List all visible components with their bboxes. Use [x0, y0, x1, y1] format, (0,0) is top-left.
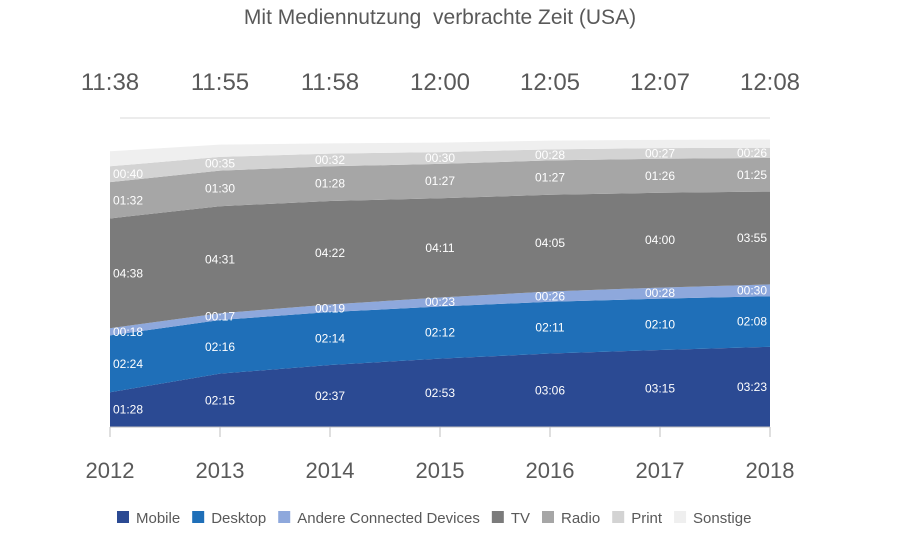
data-label: 04:31: [205, 253, 235, 267]
data-label: 01:27: [535, 171, 565, 185]
legend-label: Andere Connected Devices: [297, 510, 480, 527]
total-label: 12:07: [630, 69, 690, 96]
data-label: 00:17: [205, 310, 235, 324]
data-label: 02:10: [645, 317, 675, 331]
x-tick-label: 2012: [86, 458, 135, 483]
data-label: 04:38: [113, 266, 143, 280]
x-tick-label: 2018: [746, 458, 795, 483]
legend-swatch: [117, 511, 129, 523]
legend-label: Sonstige: [693, 510, 751, 527]
x-tick-label: 2015: [416, 458, 465, 483]
legend-label: TV: [511, 510, 530, 527]
data-label: 00:19: [315, 301, 345, 315]
data-label: 04:11: [425, 241, 454, 255]
data-label: 00:30: [425, 151, 455, 165]
legend-swatch: [491, 511, 504, 523]
total-label: 12:00: [410, 69, 470, 96]
legend-item: Mobile: [117, 510, 180, 527]
total-label: 11:55: [191, 69, 249, 96]
data-label: 01:27: [425, 174, 455, 188]
data-label: 02:16: [205, 340, 235, 354]
data-label: 04:22: [315, 246, 345, 260]
data-label: 01:28: [113, 403, 143, 417]
data-label: 00:27: [645, 146, 675, 160]
legend-swatch: [674, 511, 687, 523]
data-label: 00:26: [535, 290, 565, 304]
legend-label: Desktop: [211, 510, 266, 527]
data-label: 00:23: [425, 295, 455, 309]
data-label: 01:26: [645, 169, 675, 183]
data-label: 00:26: [737, 146, 767, 160]
data-label: 02:15: [205, 393, 235, 407]
legend-label: Mobile: [136, 510, 180, 527]
area-sonstige: [110, 139, 770, 167]
data-label: 00:28: [535, 148, 565, 162]
data-label: 00:35: [205, 157, 235, 171]
data-label: 02:11: [535, 321, 564, 335]
legend-swatch: [612, 511, 625, 523]
legend-swatch: [278, 511, 291, 523]
data-label: 02:08: [737, 315, 767, 329]
data-label: 03:55: [737, 231, 767, 245]
legend-item: Andere Connected Devices: [278, 510, 480, 527]
legend-item: TV: [491, 510, 530, 527]
data-label: 03:06: [535, 383, 565, 397]
data-label: 00:18: [113, 325, 143, 339]
legend-label: Radio: [561, 510, 600, 527]
x-tick-label: 2014: [306, 458, 355, 483]
legend-swatch: [542, 511, 554, 523]
area-andere-connected-devices: [110, 284, 770, 336]
area-desktop: [110, 296, 770, 393]
data-label: 00:28: [645, 286, 675, 300]
legend-item: Radio: [542, 510, 600, 527]
chart-title: Mit Mediennutzung verbrachte Zeit (USA): [244, 6, 636, 29]
data-label: 01:25: [737, 168, 767, 182]
x-tick-label: 2013: [196, 458, 245, 483]
data-label: 02:53: [425, 386, 455, 400]
total-label: 12:08: [740, 69, 800, 96]
data-label: 01:30: [205, 181, 235, 195]
data-label: 04:00: [645, 233, 675, 247]
total-label: 12:05: [520, 69, 580, 96]
legend-item: Sonstige: [674, 510, 751, 527]
data-label: 03:23: [737, 380, 767, 394]
legend-swatch: [192, 511, 205, 523]
legend-item: Desktop: [192, 510, 266, 527]
area-radio: [110, 158, 770, 219]
data-label: 01:32: [113, 193, 143, 207]
total-label: 11:58: [301, 69, 359, 96]
data-label: 00:30: [737, 283, 767, 297]
data-label: 04:05: [535, 236, 565, 250]
data-label: 02:24: [113, 357, 143, 371]
data-label: 02:12: [425, 326, 455, 340]
legend-label: Print: [631, 510, 663, 527]
area-mobile: [110, 346, 770, 427]
data-label: 02:14: [315, 332, 345, 346]
data-label: 00:32: [315, 153, 345, 167]
data-label: 01:28: [315, 177, 345, 191]
x-tick-label: 2017: [636, 458, 685, 483]
data-label: 02:37: [315, 389, 345, 403]
total-label: 11:38: [81, 69, 139, 96]
data-label: 00:40: [113, 167, 143, 181]
area-tv: [110, 191, 770, 329]
x-tick-label: 2016: [526, 458, 575, 483]
legend-item: Print: [612, 510, 663, 527]
data-label: 03:15: [645, 381, 675, 395]
area-print: [110, 147, 770, 183]
